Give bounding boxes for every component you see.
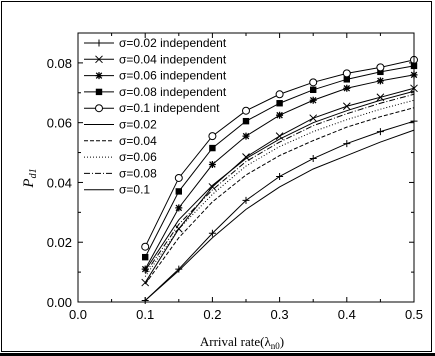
legend-label: σ=0.02 independent: [119, 36, 227, 50]
legend-label: σ=0.02: [119, 118, 157, 132]
legend-marker: [95, 55, 103, 64]
data-point: [376, 128, 384, 136]
series-sigma-0-04: [144, 107, 415, 285]
legend-entry-sigma-0-08: σ=0.08: [84, 166, 157, 180]
data-point: [309, 155, 317, 163]
data-point: [242, 153, 250, 161]
axes: 0.0 0.1 0.2 0.3 0.4 0.5 0.00 0.02 0.04 0.06 0.08: [47, 32, 423, 322]
legend-label: σ=0.08 independent: [119, 85, 227, 99]
y-tick-label: 0.04: [47, 175, 72, 190]
x-tick-label: 0.4: [338, 307, 356, 322]
legend-label: σ=0.04: [119, 134, 157, 148]
data-point: [276, 172, 284, 180]
legend-label: σ=0.1: [119, 183, 150, 197]
series-line: [144, 99, 415, 277]
data-point: [242, 196, 250, 204]
legend-marker: [95, 104, 103, 113]
y-tick-label: 0.00: [47, 295, 72, 310]
data-point: [242, 117, 250, 125]
legend-marker: [95, 88, 103, 96]
series-sigma-0-1: [144, 90, 415, 271]
data-point: [376, 77, 384, 85]
legend-marker: [95, 72, 103, 80]
legend-entry-sigma-0-06-independent: σ=0.06 independent: [84, 69, 227, 83]
data-point: [343, 76, 350, 83]
legend-entry-sigma-0-02: σ=0.02: [84, 118, 157, 132]
series-line: [144, 120, 415, 301]
series-line: [144, 93, 415, 274]
data-point: [208, 229, 216, 237]
series-sigma-0-06-independent: [141, 71, 418, 273]
series-line: [144, 90, 415, 271]
legend-entry-sigma-0-02-independent: σ=0.02 independent: [84, 36, 227, 50]
series-line: [144, 129, 415, 301]
series-layer: [141, 55, 418, 305]
data-point: [275, 90, 284, 99]
data-point: [141, 242, 150, 251]
data-point: [309, 78, 318, 87]
x-tick-label: 0.2: [203, 307, 221, 322]
legend-entry-sigma-0-08-independent: σ=0.08 independent: [84, 85, 227, 99]
data-point: [242, 106, 250, 115]
data-point: [376, 63, 385, 72]
data-point: [309, 114, 318, 123]
data-point: [208, 132, 217, 141]
data-point: [175, 188, 182, 195]
legend-label: σ=0.06 independent: [119, 69, 227, 83]
data-point: [141, 278, 150, 287]
x-tick-label: 0.3: [271, 307, 289, 322]
data-point: [174, 173, 183, 182]
y-tick-label: 0.08: [47, 56, 72, 71]
data-point: [174, 224, 183, 233]
data-point: [343, 84, 351, 92]
bottom-rule: [0, 353, 435, 356]
legend-entry-sigma-0-04-independent: σ=0.04 independent: [84, 52, 227, 66]
y-axis-label: Pd1: [21, 168, 39, 188]
figure-frame: [1, 1, 432, 352]
data-point: [276, 111, 284, 119]
legend-entry-sigma-0-1: σ=0.1: [84, 183, 150, 197]
x-tick-label: 0.0: [69, 307, 87, 322]
y-tick-label: 0.02: [47, 235, 72, 250]
series-sigma-0-06: [144, 99, 415, 277]
legend-label: σ=0.1 independent: [119, 101, 220, 115]
series-sigma-0-08: [144, 93, 415, 274]
legend-marker: [95, 39, 103, 47]
legend-entry-sigma-0-04: σ=0.04: [84, 134, 157, 148]
data-point: [209, 144, 216, 152]
legend-entry-sigma-0-06: σ=0.06: [84, 150, 157, 164]
data-point: [242, 132, 250, 140]
legend-label: σ=0.04 independent: [119, 52, 227, 66]
data-point: [309, 96, 317, 104]
x-tick-label: 0.5: [405, 307, 423, 322]
series-sigma-0-1-independent: [141, 55, 418, 251]
x-tick-label: 0.1: [136, 307, 154, 322]
data-point: [175, 204, 183, 212]
data-point: [208, 183, 217, 191]
data-point: [310, 86, 317, 93]
data-point: [208, 161, 216, 169]
data-point: [175, 265, 183, 273]
legend-entry-sigma-0-1-independent: σ=0.1 independent: [84, 101, 220, 115]
data-point: [377, 68, 384, 76]
data-point: [276, 100, 283, 107]
legend: σ=0.02 independent σ=0.04 independent σ=0.…: [84, 36, 227, 197]
data-point: [142, 253, 149, 261]
legend-label: σ=0.06: [119, 150, 157, 164]
data-point: [342, 102, 351, 111]
data-point: [342, 69, 351, 78]
legend-label: σ=0.08: [119, 166, 157, 180]
y-tick-label: 0.06: [47, 116, 72, 131]
x-axis-label: Arrival rate(λn0): [200, 334, 284, 351]
data-point: [343, 140, 351, 148]
series-line: [144, 107, 415, 285]
series-sigma-0-02-independent: [141, 117, 418, 305]
data-point: [141, 265, 149, 273]
series-sigma-0-02: [144, 129, 415, 301]
